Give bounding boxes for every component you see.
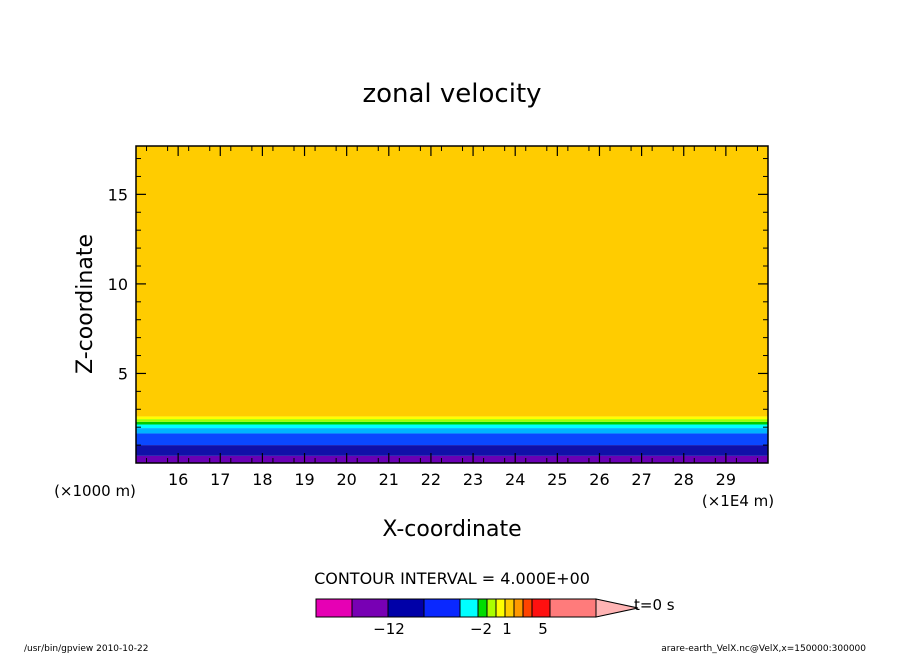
footer-left: /usr/bin/gpview 2010-10-22 bbox=[24, 644, 148, 654]
y-axis-ticks: 5 10 15 bbox=[108, 158, 768, 446]
colorbar-segment bbox=[423, 598, 461, 618]
colorbar-segment bbox=[504, 598, 515, 618]
y-tick-label: 15 bbox=[108, 185, 128, 204]
plot-area bbox=[136, 146, 768, 463]
x-tick-label: 24 bbox=[505, 470, 525, 489]
colorbar-segment bbox=[549, 598, 597, 618]
x-tick-label: 29 bbox=[716, 470, 736, 489]
x-axis-ticks: 16 17 18 19 20 21 22 23 24 25 26 27 28 29 bbox=[146, 146, 758, 489]
footer-right: arare-earth_VelX.nc@VelX,x=150000:300000 bbox=[661, 644, 866, 654]
colorbar-arrow bbox=[595, 598, 639, 618]
colorbar-tick-label: 5 bbox=[538, 620, 548, 638]
contour-band bbox=[136, 445, 768, 456]
colorbar-segment bbox=[486, 598, 497, 618]
x-tick-label: 20 bbox=[336, 470, 356, 489]
y-tick-label: 5 bbox=[118, 364, 128, 383]
contour-band bbox=[136, 455, 768, 463]
colorbar-tick-labels: −12 −2 1 5 bbox=[373, 620, 548, 638]
colorbar-segment bbox=[315, 598, 353, 618]
contour-band bbox=[136, 419, 768, 422]
contour-band bbox=[136, 421, 768, 425]
colorbar-segment bbox=[459, 598, 479, 618]
plot-frame bbox=[135, 145, 769, 464]
contour-band bbox=[136, 146, 768, 417]
colorbar-segment bbox=[495, 598, 506, 618]
y-tick-label: 10 bbox=[108, 275, 128, 294]
contour-band bbox=[136, 424, 768, 429]
x-tick-label: 22 bbox=[421, 470, 441, 489]
x-tick-label: 19 bbox=[294, 470, 314, 489]
contour-band bbox=[136, 428, 768, 434]
colorbar-segment bbox=[513, 598, 524, 618]
colorbar-tick-label: −12 bbox=[373, 620, 405, 638]
colorbar-tick-label: −2 bbox=[470, 620, 492, 638]
x-axis-label: X-coordinate bbox=[382, 517, 521, 542]
contour-band bbox=[136, 416, 768, 420]
colorbar-segment bbox=[477, 598, 488, 618]
colorbar-segment bbox=[531, 598, 551, 618]
colorbar-segment bbox=[351, 598, 389, 618]
x-tick-label: 26 bbox=[589, 470, 609, 489]
chart-title: zonal velocity bbox=[362, 79, 541, 109]
y-axis-label: Z-coordinate bbox=[73, 234, 98, 374]
time-label: t=0 s bbox=[634, 596, 675, 614]
x-tick-label: 25 bbox=[547, 470, 567, 489]
x-unit-right-label: (×1E4 m) bbox=[702, 492, 774, 510]
colorbar-tick-label: 1 bbox=[502, 620, 512, 638]
x-tick-label: 17 bbox=[210, 470, 230, 489]
x-tick-label: 28 bbox=[674, 470, 694, 489]
colorbar-segment bbox=[387, 598, 425, 618]
colorbar bbox=[315, 598, 639, 618]
colorbar-segment bbox=[522, 598, 533, 618]
x-tick-label: 21 bbox=[379, 470, 399, 489]
x-tick-label: 16 bbox=[168, 470, 188, 489]
x-unit-left-label: (×1000 m) bbox=[54, 482, 136, 500]
x-tick-label: 18 bbox=[252, 470, 272, 489]
x-tick-label: 27 bbox=[631, 470, 651, 489]
contour-interval-label: CONTOUR INTERVAL = 4.000E+00 bbox=[314, 569, 590, 588]
x-tick-label: 23 bbox=[463, 470, 483, 489]
contour-band bbox=[136, 433, 768, 446]
